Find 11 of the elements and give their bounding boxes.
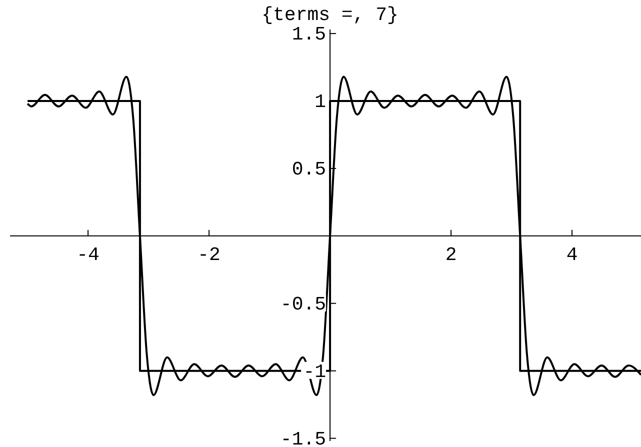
y-tick-label: 0.5 [292, 158, 326, 180]
x-tick-label: -4 [76, 244, 100, 266]
y-tick-label: 1.5 [292, 24, 326, 46]
y-tick-label: 1 [314, 91, 326, 114]
chart-title: {terms =, 7} [262, 4, 398, 26]
y-tick-label: -1.5 [280, 428, 326, 447]
y-tick-label: -1 [303, 360, 326, 383]
x-tick-label: -2 [198, 244, 220, 266]
y-tick-label: -0.5 [280, 293, 326, 316]
x-tick-label: 4 [566, 244, 578, 266]
x-tick-label: 2 [445, 244, 457, 266]
